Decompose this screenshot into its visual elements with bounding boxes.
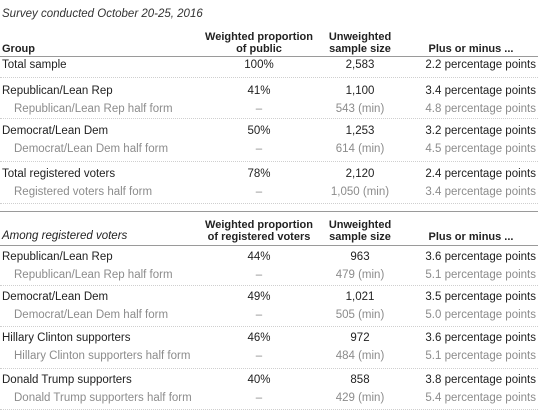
row-weighted-proportion: 46%	[247, 332, 271, 344]
row-weighted-proportion: –	[255, 103, 263, 115]
row-sample-size: 479 (min)	[335, 269, 385, 281]
header-line: sample size	[329, 43, 391, 55]
header-line: Unweighted	[328, 31, 392, 43]
row-weighted-proportion: 44%	[247, 251, 271, 263]
row-margin-of-error: 5.1 percentage points	[425, 350, 536, 362]
row-margin-of-error: 4.5 percentage points	[425, 143, 536, 155]
row-sample-size: 543 (min)	[335, 103, 385, 115]
row-weighted-proportion: –	[255, 186, 263, 198]
row-weighted-proportion: –	[255, 143, 263, 155]
header-line: of public	[236, 43, 282, 55]
header-rule	[0, 245, 538, 246]
header-weighted-proportion: Weighted proportion of public	[198, 31, 320, 55]
row-weighted-proportion: –	[255, 350, 263, 362]
row-sample-size: 2,583	[345, 59, 375, 71]
row-divider	[0, 326, 538, 327]
row-sample-size: 1,100	[345, 85, 375, 97]
row-margin-of-error: 5.4 percentage points	[425, 392, 536, 404]
row-label: Donald Trump supporters	[2, 374, 132, 386]
row-label: Republican/Lean Rep	[2, 251, 113, 263]
row-label: Democrat/Lean Dem half form	[14, 309, 169, 321]
row-weighted-proportion: 50%	[247, 125, 271, 137]
row-divider	[0, 285, 538, 286]
row-margin-of-error: 3.4 percentage points	[425, 186, 536, 198]
row-margin-of-error: 5.0 percentage points	[425, 309, 536, 321]
row-label: Democrat/Lean Dem	[2, 125, 109, 137]
row-weighted-proportion: –	[255, 309, 263, 321]
header-sample-size: Unweighted sample size	[320, 31, 400, 55]
row-weighted-proportion: 49%	[247, 291, 271, 303]
row-label: Republican/Lean Rep half form	[14, 103, 173, 115]
row-divider	[0, 409, 538, 410]
row-divider	[0, 368, 538, 369]
row-divider	[0, 203, 538, 204]
row-margin-of-error: 4.8 percentage points	[425, 103, 536, 115]
row-margin-of-error: 5.1 percentage points	[425, 269, 536, 281]
header-margin-of-error-rv: Plus or minus ...	[428, 231, 514, 243]
row-label: Democrat/Lean Dem	[2, 291, 109, 303]
row-weighted-proportion: 40%	[247, 374, 271, 386]
row-sample-size: 1,253	[345, 125, 375, 137]
row-sample-size: 972	[350, 332, 370, 344]
header-line: Unweighted	[328, 219, 392, 231]
row-label: Donald Trump supporters half form	[14, 392, 192, 404]
row-sample-size: 2,120	[345, 168, 375, 180]
section-divider	[0, 211, 538, 212]
row-margin-of-error: 3.6 percentage points	[425, 251, 536, 263]
header-rule	[0, 56, 538, 57]
row-label: Democrat/Lean Dem half form	[14, 143, 169, 155]
row-margin-of-error: 3.5 percentage points	[425, 291, 536, 303]
row-weighted-proportion: –	[255, 269, 263, 281]
row-sample-size: 1,021	[345, 291, 375, 303]
header-line: Weighted proportion	[205, 31, 313, 43]
row-weighted-proportion: 78%	[247, 168, 271, 180]
row-label: Total sample	[2, 59, 67, 71]
header-group: Group	[2, 43, 35, 55]
header-line: sample size	[329, 231, 391, 243]
header-margin-of-error: Plus or minus ...	[428, 43, 514, 55]
row-sample-size: 1,050 (min)	[330, 186, 390, 198]
row-label: Republican/Lean Rep half form	[14, 269, 173, 281]
row-sample-size: 484 (min)	[335, 350, 385, 362]
row-label: Hillary Clinton supporters	[2, 332, 131, 344]
row-margin-of-error: 3.4 percentage points	[425, 85, 536, 97]
table-caption: Survey conducted October 20-25, 2016	[2, 8, 203, 20]
row-label: Total registered voters	[2, 168, 116, 180]
row-divider	[0, 161, 538, 162]
row-label: Registered voters half form	[14, 186, 153, 198]
row-divider	[0, 77, 538, 78]
row-margin-of-error: 2.2 percentage points	[425, 59, 536, 71]
row-sample-size: 429 (min)	[335, 392, 385, 404]
row-margin-of-error: 3.8 percentage points	[425, 374, 536, 386]
row-label: Republican/Lean Rep	[2, 85, 113, 97]
row-sample-size: 614 (min)	[335, 143, 385, 155]
header-weighted-proportion-rv: Weighted proportion of registered voters	[198, 219, 320, 243]
row-weighted-proportion: 41%	[247, 85, 271, 97]
row-margin-of-error: 2.4 percentage points	[425, 168, 536, 180]
row-weighted-proportion: 100%	[244, 59, 274, 71]
header-line: of registered voters	[207, 231, 311, 243]
row-label: Hillary Clinton supporters half form	[14, 350, 191, 362]
header-group-rv: Among registered voters	[2, 230, 128, 242]
row-sample-size: 858	[350, 374, 370, 386]
row-sample-size: 963	[350, 251, 370, 263]
header-sample-size-rv: Unweighted sample size	[320, 219, 400, 243]
row-sample-size: 505 (min)	[335, 309, 385, 321]
row-margin-of-error: 3.2 percentage points	[425, 125, 536, 137]
header-line: Weighted proportion	[205, 219, 313, 231]
row-weighted-proportion: –	[255, 392, 263, 404]
row-divider	[0, 118, 538, 119]
row-margin-of-error: 3.6 percentage points	[425, 332, 536, 344]
